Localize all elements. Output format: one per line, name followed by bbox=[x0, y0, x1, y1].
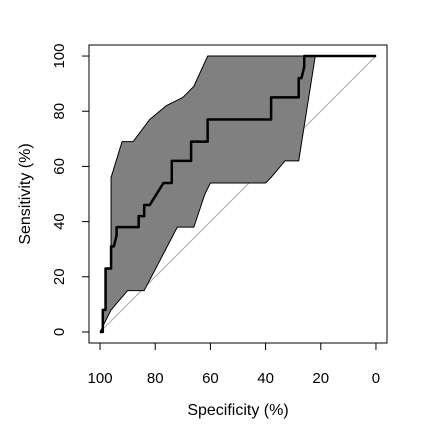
y-tick-label: 60 bbox=[51, 158, 68, 175]
x-tick-label: 0 bbox=[372, 370, 380, 387]
x-axis-label: Specificity (%) bbox=[187, 402, 288, 419]
x-tick-label: 60 bbox=[202, 370, 219, 387]
x-tick-label: 100 bbox=[88, 370, 113, 387]
y-tick-label: 100 bbox=[51, 44, 68, 69]
x-tick-label: 80 bbox=[147, 370, 164, 387]
y-tick-label: 80 bbox=[51, 103, 68, 120]
series-layer bbox=[100, 54, 376, 334]
y-tick-label: 0 bbox=[51, 328, 68, 336]
y-tick-label: 40 bbox=[51, 213, 68, 230]
y-tick-label: 20 bbox=[51, 268, 68, 285]
y-axis: 0 20 40 60 80 100 bbox=[51, 44, 90, 336]
x-tick-label: 40 bbox=[257, 370, 274, 387]
x-tick-label: 20 bbox=[312, 370, 329, 387]
roc-curve-line-0 bbox=[100, 54, 376, 334]
x-axis: 100 80 60 40 20 0 bbox=[88, 342, 380, 387]
y-axis-label: Sensitivity (%) bbox=[17, 143, 34, 244]
